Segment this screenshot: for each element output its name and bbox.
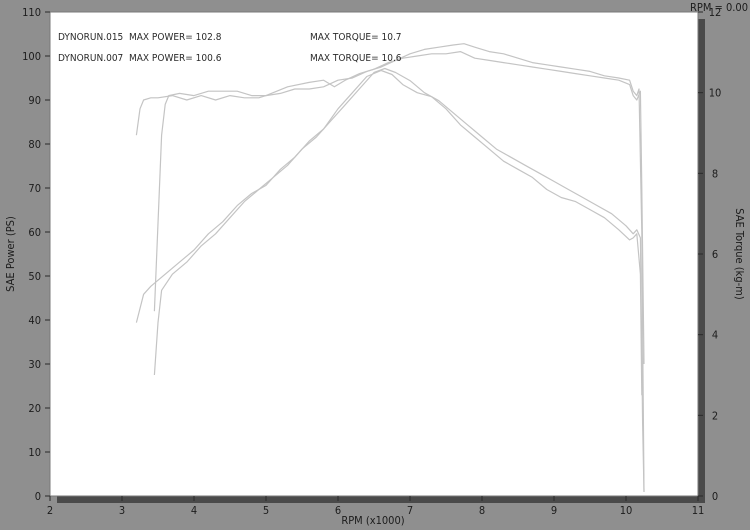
x-tick-label: 7	[407, 504, 413, 517]
x-tick-label: 11	[692, 504, 705, 517]
left-tick-label: 0	[35, 490, 41, 503]
right-tick-label: 2	[712, 409, 718, 422]
x-tick-label: 10	[620, 504, 633, 517]
rpm-readout: RPM = 0.00	[690, 1, 748, 14]
series-line-power-2	[153, 43, 645, 492]
left-tick-label: 70	[28, 182, 41, 195]
right-tick-label: 4	[712, 329, 718, 342]
series-line-torque-3	[135, 69, 643, 396]
right-tick-label: 8	[712, 167, 718, 180]
left-axis-label: SAE Power (PS)	[4, 216, 17, 292]
left-tick-label: 60	[28, 226, 41, 239]
left-tick-label: 40	[28, 314, 41, 327]
right-axis-ticks: 0 2 4 6 8 10 12	[698, 6, 721, 503]
x-tick-label: 5	[263, 504, 269, 517]
x-axis-label: RPM (x1000)	[341, 514, 404, 527]
run-1-max-power: MAX POWER= 102.8	[129, 32, 222, 43]
x-tick-label: 6	[335, 504, 341, 517]
left-tick-label: 80	[28, 138, 41, 151]
x-tick-label: 9	[551, 504, 557, 517]
left-axis-ticks: 0 10 20 30 40 50 60 70 80 90 100 110	[22, 6, 50, 503]
x-tick-label: 2	[47, 504, 53, 517]
right-axis-label: SAE Torque (kg-m)	[733, 208, 746, 300]
x-tick-label: 8	[479, 504, 485, 517]
left-tick-label: 50	[28, 270, 41, 283]
run-2-name: DYNORUN.007	[58, 53, 123, 64]
run-2-max-power: MAX POWER= 100.6	[129, 53, 222, 64]
series-line-torque-4	[153, 67, 645, 493]
series-line-power-1	[135, 51, 645, 365]
right-tick-label: 12	[709, 6, 722, 19]
right-tick-label: 0	[712, 490, 718, 503]
right-tick-label: 10	[709, 87, 722, 100]
series-layer	[135, 43, 645, 493]
left-tick-label: 90	[28, 94, 41, 107]
right-tick-label: 6	[712, 248, 718, 261]
left-tick-label: 110	[22, 6, 41, 19]
x-axis-ticks: 2 3 4 5 6 7 8 9 10 11	[47, 496, 704, 517]
left-tick-label: 20	[28, 402, 41, 415]
x-tick-label: 3	[119, 504, 125, 517]
left-tick-label: 10	[28, 446, 41, 459]
left-tick-label: 100	[22, 50, 41, 63]
x-tick-label: 4	[191, 504, 197, 517]
run-info-block: DYNORUN.015 MAX POWER= 102.8 MAX TORQUE=…	[58, 32, 402, 64]
left-tick-label: 30	[28, 358, 41, 371]
run-1-max-torque: MAX TORQUE= 10.7	[310, 32, 402, 43]
run-2-max-torque: MAX TORQUE= 10.6	[310, 53, 402, 64]
plot-area	[49, 11, 699, 497]
run-1-name: DYNORUN.015	[58, 32, 123, 43]
